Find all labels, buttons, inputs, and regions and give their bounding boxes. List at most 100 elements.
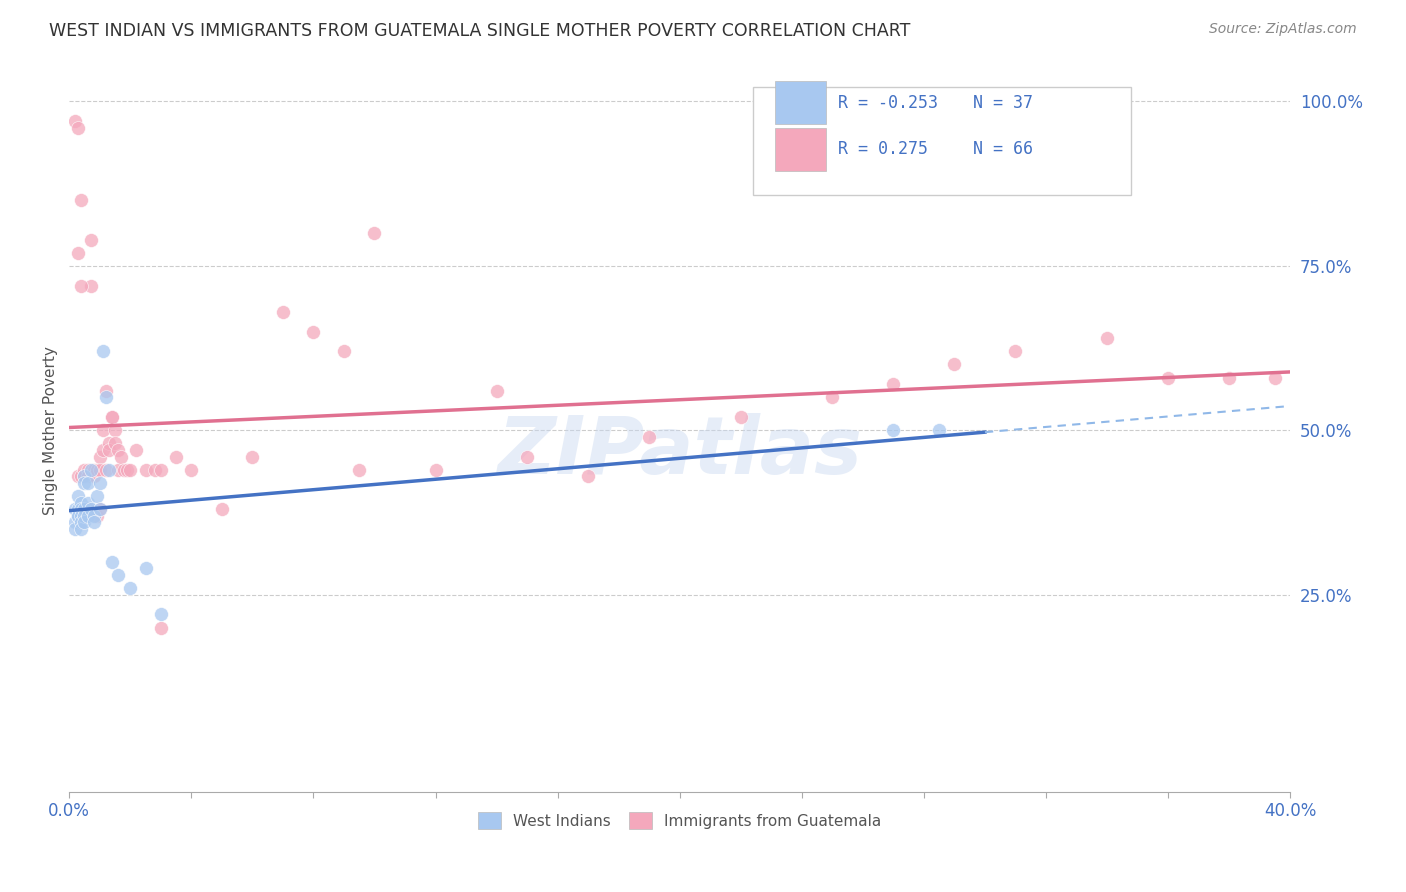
- Point: [101, 410, 124, 425]
- Point: [83, 469, 105, 483]
- Point: [89, 475, 111, 490]
- Point: [135, 463, 157, 477]
- Point: [76, 495, 98, 509]
- Point: [363, 226, 385, 240]
- Point: [76, 469, 98, 483]
- Point: [107, 568, 129, 582]
- Point: [1157, 370, 1180, 384]
- Point: [79, 278, 101, 293]
- Point: [135, 561, 157, 575]
- Point: [110, 450, 132, 464]
- Point: [76, 463, 98, 477]
- Point: [730, 410, 752, 425]
- Legend: West Indians, Immigrants from Guatemala: West Indians, Immigrants from Guatemala: [472, 806, 887, 835]
- Point: [73, 516, 96, 530]
- Point: [302, 325, 325, 339]
- Point: [73, 475, 96, 490]
- Point: [70, 502, 93, 516]
- Point: [65, 516, 87, 530]
- Y-axis label: Single Mother Poverty: Single Mother Poverty: [44, 346, 58, 515]
- Point: [73, 502, 96, 516]
- Point: [1218, 370, 1240, 384]
- Point: [882, 423, 904, 437]
- Point: [104, 436, 127, 450]
- Point: [112, 463, 135, 477]
- Point: [821, 390, 844, 404]
- Point: [73, 463, 96, 477]
- Point: [76, 502, 98, 516]
- Point: [67, 489, 90, 503]
- Text: N = 66: N = 66: [973, 140, 1033, 158]
- Point: [882, 377, 904, 392]
- Point: [70, 508, 93, 523]
- Text: R = -0.253: R = -0.253: [838, 94, 938, 112]
- Point: [97, 436, 120, 450]
- Point: [73, 469, 96, 483]
- Point: [67, 245, 90, 260]
- Text: ZIPatlas: ZIPatlas: [498, 413, 862, 491]
- Point: [79, 233, 101, 247]
- Point: [104, 423, 127, 437]
- Point: [89, 450, 111, 464]
- Point: [86, 489, 108, 503]
- Point: [86, 508, 108, 523]
- Point: [576, 469, 599, 483]
- Text: R = 0.275: R = 0.275: [838, 140, 928, 158]
- Point: [70, 469, 93, 483]
- Point: [143, 463, 166, 477]
- Point: [86, 463, 108, 477]
- Point: [67, 508, 90, 523]
- Point: [83, 516, 105, 530]
- Point: [638, 430, 661, 444]
- Point: [516, 450, 538, 464]
- Point: [1095, 331, 1118, 345]
- Text: Source: ZipAtlas.com: Source: ZipAtlas.com: [1209, 22, 1357, 37]
- Point: [101, 410, 124, 425]
- Point: [65, 114, 87, 128]
- FancyBboxPatch shape: [775, 81, 827, 124]
- Point: [211, 502, 233, 516]
- Point: [333, 344, 356, 359]
- Point: [91, 423, 114, 437]
- Point: [943, 358, 966, 372]
- Point: [76, 508, 98, 523]
- Point: [928, 423, 950, 437]
- Point: [67, 502, 90, 516]
- Point: [73, 508, 96, 523]
- Point: [180, 463, 202, 477]
- Point: [70, 278, 93, 293]
- Point: [83, 463, 105, 477]
- Point: [425, 463, 447, 477]
- Point: [89, 502, 111, 516]
- Point: [240, 450, 263, 464]
- Text: WEST INDIAN VS IMMIGRANTS FROM GUATEMALA SINGLE MOTHER POVERTY CORRELATION CHART: WEST INDIAN VS IMMIGRANTS FROM GUATEMALA…: [49, 22, 911, 40]
- Point: [485, 384, 508, 398]
- Point: [73, 469, 96, 483]
- Point: [91, 442, 114, 457]
- Point: [67, 120, 90, 135]
- Point: [94, 384, 117, 398]
- Point: [79, 502, 101, 516]
- Point: [271, 305, 294, 319]
- Point: [65, 522, 87, 536]
- Point: [76, 475, 98, 490]
- Point: [70, 516, 93, 530]
- Point: [97, 463, 120, 477]
- Point: [149, 607, 172, 622]
- Point: [107, 442, 129, 457]
- Point: [65, 502, 87, 516]
- Point: [120, 463, 142, 477]
- Point: [125, 442, 148, 457]
- FancyBboxPatch shape: [775, 128, 827, 170]
- Point: [115, 463, 138, 477]
- Point: [120, 581, 142, 595]
- Point: [89, 463, 111, 477]
- Point: [347, 463, 370, 477]
- FancyBboxPatch shape: [754, 87, 1132, 195]
- Point: [70, 193, 93, 207]
- Point: [94, 390, 117, 404]
- Point: [83, 508, 105, 523]
- Point: [67, 508, 90, 523]
- Point: [101, 555, 124, 569]
- Point: [73, 502, 96, 516]
